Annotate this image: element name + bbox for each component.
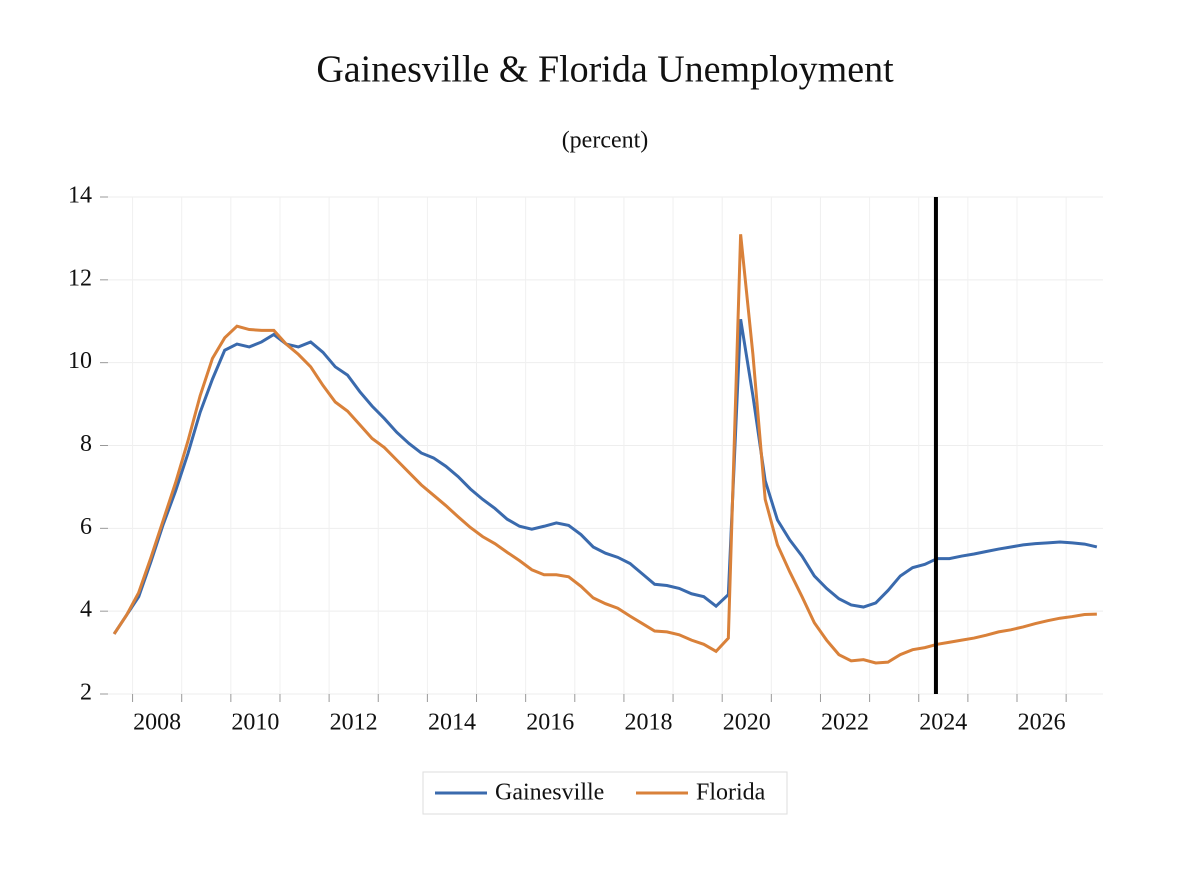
x-tick-label: 2012 bbox=[330, 710, 378, 736]
x-tick-label: 2014 bbox=[428, 710, 476, 736]
y-tick-label: 8 bbox=[80, 431, 92, 457]
x-tick-label: 2020 bbox=[723, 710, 771, 736]
x-tick-label: 2026 bbox=[1018, 710, 1066, 736]
chart-subtitle: (percent) bbox=[562, 128, 649, 154]
legend-label: Florida bbox=[696, 780, 766, 806]
line bbox=[112, 318, 1098, 635]
y-tick-label: 12 bbox=[68, 265, 92, 291]
y-tick-label: 4 bbox=[80, 597, 92, 623]
x-tick-label: 2022 bbox=[821, 710, 869, 736]
legend-label: Gainesville bbox=[495, 780, 604, 806]
x-tick-label: 2010 bbox=[231, 710, 279, 736]
y-tick-label: 10 bbox=[68, 348, 92, 374]
y-tick-label: 6 bbox=[80, 514, 92, 540]
x-tick-label: 2024 bbox=[919, 710, 967, 736]
x-tick-label: 2008 bbox=[133, 710, 181, 736]
chart-title: Gainesville & Florida Unemployment bbox=[316, 49, 894, 91]
x-tick-label: 2018 bbox=[624, 710, 672, 736]
y-tick-label: 2 bbox=[80, 680, 92, 706]
x-tick-label: 2016 bbox=[526, 710, 574, 736]
line bbox=[112, 234, 1097, 665]
y-tick-label: 14 bbox=[68, 183, 92, 209]
